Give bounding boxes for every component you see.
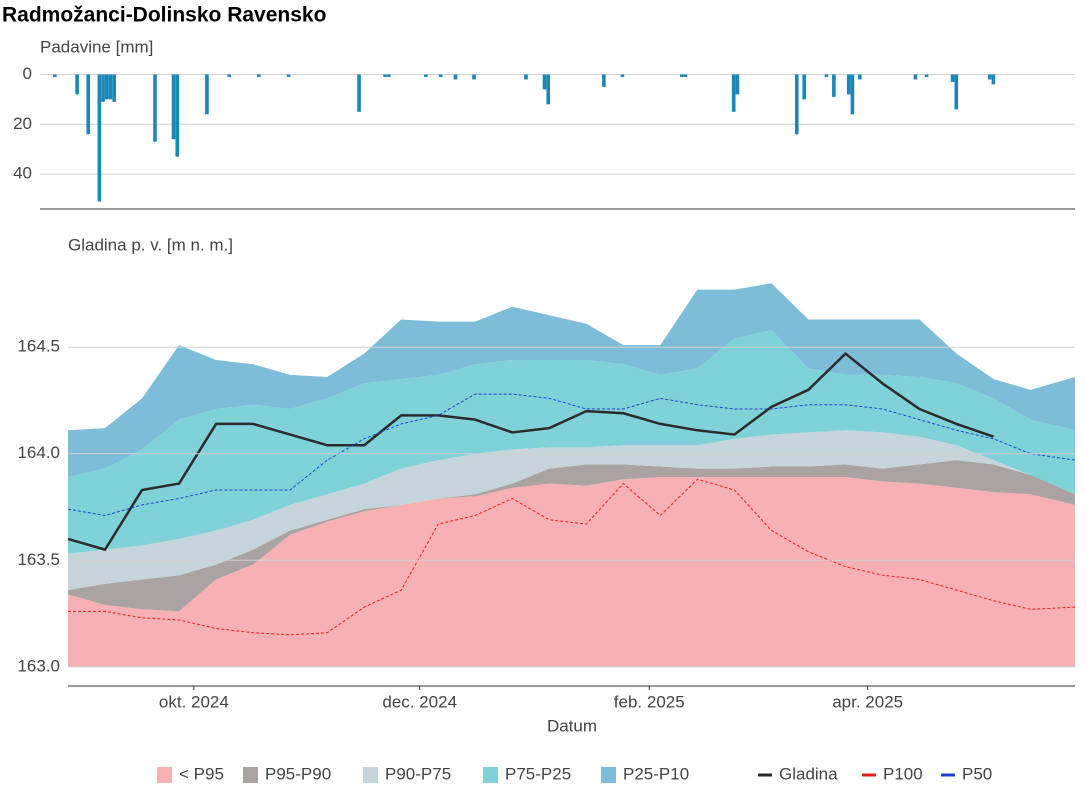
legend-label: P95-P90	[265, 764, 331, 783]
bar	[620, 74, 625, 77]
y-tick-label: 163.0	[17, 656, 60, 675]
legend-label: P25-P10	[623, 764, 689, 783]
y-axis-title: Gladina p. v. [m n. m.]	[68, 235, 233, 254]
y-tick-label: 164.0	[17, 443, 60, 462]
bar	[175, 74, 180, 157]
bar	[802, 74, 806, 100]
bar	[75, 74, 79, 95]
band-area	[68, 283, 1075, 478]
bar	[542, 74, 547, 90]
bar	[950, 74, 955, 82]
legend-swatch	[483, 767, 498, 783]
bar	[108, 74, 113, 100]
bar	[991, 74, 996, 85]
legend-label: P100	[883, 764, 923, 783]
bar	[832, 74, 836, 97]
x-tick-label: dec. 2024	[382, 692, 457, 711]
line	[67, 393, 1076, 517]
x-axis-title: Datum	[547, 716, 597, 735]
bar	[171, 74, 176, 140]
y-tick-label: 163.5	[17, 550, 60, 569]
bar	[205, 74, 209, 115]
legend-swatch	[363, 767, 378, 783]
bar	[850, 74, 855, 115]
band-area	[68, 430, 1075, 591]
page-title: Radmožanci-Dolinsko Ravensko	[2, 4, 326, 27]
y-tick-label: 20	[13, 114, 32, 133]
bar	[987, 74, 992, 80]
bar	[383, 74, 387, 77]
bar	[954, 74, 959, 110]
bar	[357, 74, 361, 112]
bar	[731, 74, 736, 112]
x-tick-label: okt. 2024	[159, 692, 229, 711]
bar	[794, 74, 799, 135]
bar	[257, 74, 261, 77]
bar	[546, 74, 551, 105]
bar	[424, 74, 428, 77]
y-axis-title: Padavine [mm]	[40, 37, 153, 56]
legend-swatch	[601, 767, 616, 783]
y-tick-label: 0	[23, 64, 32, 83]
bar	[101, 74, 105, 102]
bar	[735, 74, 740, 95]
x-tick-label: feb. 2025	[614, 692, 685, 711]
legend-label: < P95	[179, 764, 224, 783]
bar	[227, 74, 231, 77]
bar	[286, 74, 291, 77]
legend-label: Gladina	[779, 764, 838, 783]
bar	[53, 74, 57, 77]
y-tick-label: 164.5	[17, 337, 60, 356]
bar	[104, 74, 109, 100]
band-area	[68, 460, 1075, 612]
legend-swatch	[157, 767, 172, 783]
bar	[683, 74, 688, 77]
band-area	[68, 477, 1075, 667]
bar	[97, 74, 102, 202]
bar	[858, 74, 862, 80]
bar	[438, 74, 443, 77]
bar	[453, 74, 458, 80]
legend-label: P50	[962, 764, 992, 783]
bar	[824, 74, 829, 77]
legend-swatch	[243, 767, 258, 783]
legend-label: P90-P75	[385, 764, 451, 783]
line	[68, 478, 1076, 636]
bar	[924, 74, 929, 77]
legend-label: P75-P25	[505, 764, 571, 783]
x-tick-label: apr. 2025	[832, 692, 903, 711]
bar	[602, 74, 606, 87]
bar	[913, 74, 918, 80]
bar	[386, 74, 391, 77]
bar	[153, 74, 157, 142]
line	[67, 352, 994, 551]
bar	[846, 74, 851, 95]
bar	[472, 74, 476, 80]
y-tick-label: 40	[13, 164, 32, 183]
bar	[679, 74, 684, 77]
band-area	[68, 330, 1075, 554]
bar	[86, 74, 91, 135]
bar	[524, 74, 528, 80]
bar	[112, 74, 116, 102]
